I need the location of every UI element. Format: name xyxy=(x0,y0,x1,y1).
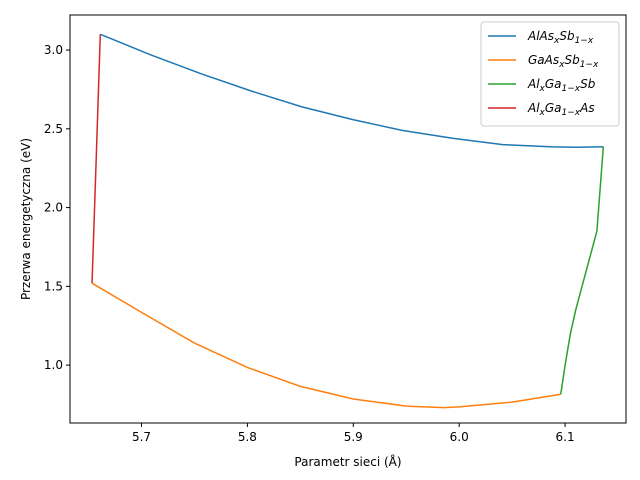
y-axis-label: Przerwa energetyczna (eV) xyxy=(19,138,33,300)
axes-frame xyxy=(69,14,627,424)
x-tick-label: 6.1 xyxy=(556,430,575,444)
y-tick-label: 2.5 xyxy=(44,122,63,136)
x-tick-label: 6.0 xyxy=(450,430,469,444)
y-tick-label: 1.5 xyxy=(44,279,63,293)
x-axis-label: Parametr sieci (Å) xyxy=(294,454,401,469)
series-line-1 xyxy=(100,33,604,148)
legend-label: AlAsxSb1−x xyxy=(527,29,594,46)
series-line-4 xyxy=(91,34,102,284)
y-tick-label: 1.0 xyxy=(44,358,63,372)
legend-label: GaAsxSb1−x xyxy=(528,53,599,70)
y-tick-label: 2.0 xyxy=(44,201,63,215)
legend-entry-3: AlxGa1−xSb xyxy=(488,77,596,94)
y-tick-label: 3.0 xyxy=(44,43,63,57)
legend: AlAsxSb1−x GaAsxSb1−x AlxGa1−xSb AlxGa1−xAs xyxy=(480,21,620,127)
x-tick-label: 5.9 xyxy=(344,430,363,444)
legend-entry-2: GaAsxSb1−x xyxy=(488,53,599,70)
series-line-3 xyxy=(560,146,605,395)
series-layer xyxy=(91,33,605,409)
ticks-layer: 5.7 5.8 5.9 6.0 6.1 1.0 1.5 2.0 2.5 3.0 xyxy=(44,43,575,444)
x-tick-label: 5.8 xyxy=(238,430,257,444)
legend-box xyxy=(480,21,620,127)
legend-label: AlxGa1−xSb xyxy=(527,77,596,94)
legend-label: AlxGa1−xAs xyxy=(527,101,595,118)
series-line-2 xyxy=(91,282,561,409)
x-tick-label: 5.7 xyxy=(132,430,151,444)
legend-entry-4: AlxGa1−xAs xyxy=(488,101,595,118)
legend-entry-1: AlAsxSb1−x xyxy=(488,29,594,46)
